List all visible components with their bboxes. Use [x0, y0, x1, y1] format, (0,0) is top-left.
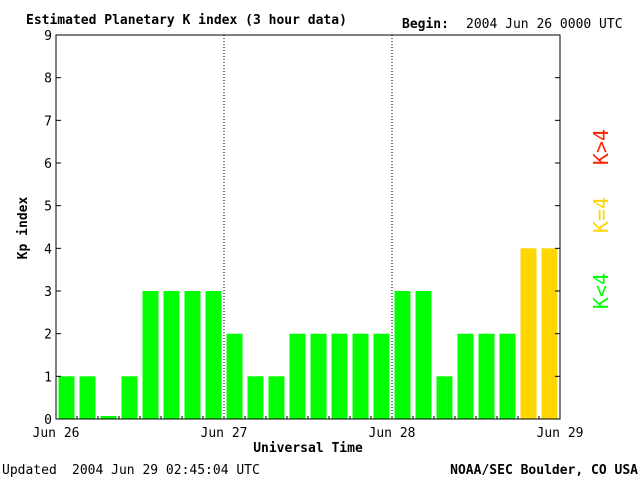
- y-tick-label: 6: [44, 157, 52, 172]
- kp-bar: [205, 291, 222, 419]
- x-axis-ticks: Jun 26 Jun 27 Jun 28 Jun 29: [33, 416, 584, 441]
- kp-bar: [247, 376, 264, 419]
- kp-bar: [541, 248, 558, 419]
- y-tick-label: 2: [44, 328, 52, 343]
- y-tick-label: 8: [44, 72, 52, 87]
- y-tick-label: 1: [44, 370, 52, 385]
- begin-label: Begin:: [402, 17, 449, 32]
- y-tick-label: 3: [44, 285, 52, 300]
- source-credit: NOAA/SEC Boulder, CO USA: [450, 463, 638, 478]
- legend-equal-4: K=4: [589, 197, 613, 233]
- updated-value: 2004 Jun 29 02:45:04 UTC: [72, 463, 260, 478]
- kp-bar: [457, 333, 474, 419]
- x-tick-label: Jun 29: [537, 426, 584, 441]
- kp-bar: [226, 333, 243, 419]
- kp-bar: [100, 416, 117, 419]
- x-tick-label: Jun 28: [369, 426, 416, 441]
- kp-bar: [142, 291, 159, 419]
- kp-bar: [310, 333, 327, 419]
- kp-bar: [289, 333, 306, 419]
- kp-bar: [331, 333, 348, 419]
- kp-bar: [394, 291, 411, 419]
- chart-title: Estimated Planetary K index (3 hour data…: [26, 13, 347, 28]
- kp-bar: [121, 376, 138, 419]
- day-separators: [223, 35, 393, 419]
- y-axis-ticks: 0 1 2 3 4 5 6 7 8 9: [44, 29, 560, 428]
- kp-bar: [352, 333, 369, 419]
- y-axis-title: Kp index: [16, 197, 31, 260]
- kp-bar: [499, 333, 516, 419]
- x-axis-title: Universal Time: [253, 441, 363, 456]
- kp-bar: [415, 291, 432, 419]
- begin-value: 2004 Jun 26 0000 UTC: [466, 17, 623, 32]
- kp-bar: [520, 248, 537, 419]
- updated-label: Updated: [2, 463, 57, 478]
- kp-bar: [478, 333, 495, 419]
- y-tick-label: 7: [44, 114, 52, 129]
- kp-bar: [184, 291, 201, 419]
- x-tick-label: Jun 27: [201, 426, 248, 441]
- legend-above-4: K>4: [589, 129, 613, 165]
- y-tick-label: 9: [44, 29, 52, 44]
- kp-bar: [268, 376, 285, 419]
- kp-bars: [58, 248, 558, 419]
- kp-bar: [373, 333, 390, 419]
- x-tick-label: Jun 26: [33, 426, 80, 441]
- kp-bar: [163, 291, 180, 419]
- kp-bar: [436, 376, 453, 419]
- kp-bar: [58, 376, 75, 419]
- legend-below-4: K<4: [589, 273, 613, 309]
- kp-bar: [79, 376, 96, 419]
- y-tick-label: 5: [44, 200, 52, 215]
- y-tick-label: 4: [44, 242, 52, 257]
- y-tick-label: 0: [44, 413, 52, 428]
